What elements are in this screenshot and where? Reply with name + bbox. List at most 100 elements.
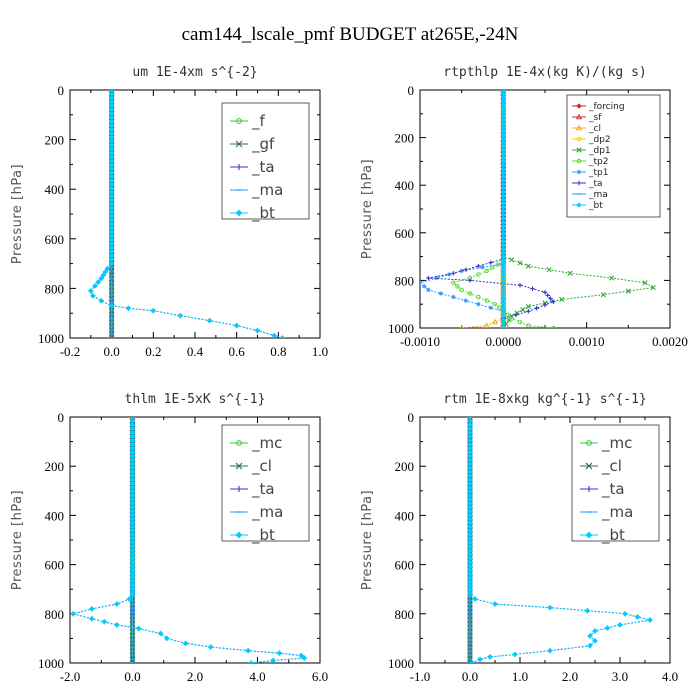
data-point [102,269,109,275]
x-tick-label: -1.0 [410,669,431,684]
data-point [101,618,108,625]
legend-label: _ta [251,480,275,499]
data-point [95,279,101,286]
x-tick-label: 2.0 [562,669,578,684]
data-point [617,622,623,628]
legend-label: _gf [251,135,275,154]
y-tick-label: 1000 [388,321,414,336]
legend-label: _bt [251,204,275,223]
legend-entry: _ma [230,503,283,522]
data-point [484,298,489,303]
data-point [451,294,456,300]
data-point [248,660,255,663]
data-point [505,312,510,318]
data-point [126,596,133,602]
data-point [426,287,431,293]
data-point [587,633,593,639]
legend-entry: _tp1 [572,168,608,178]
series-line [420,90,504,312]
data-point [600,292,606,298]
data-point [114,601,120,607]
data-point [270,657,276,663]
data-point [279,335,286,338]
legend-label: _cl [251,457,272,476]
legend-entry: _sf [572,113,602,123]
y-tick-label: 1000 [38,656,64,671]
data-point [245,647,251,654]
data-point [467,291,473,296]
data-point [438,291,444,296]
data-point [90,293,96,299]
legend-label: _bt [251,526,275,545]
data-point [476,294,481,300]
legend-label: _sf [588,113,602,123]
data-point [88,288,94,294]
legend-swatch-marker [576,180,582,186]
y-tick-label: 400 [45,508,65,523]
data-point [625,288,631,294]
data-point [130,660,135,663]
data-point [455,284,460,289]
data-point [459,324,464,328]
data-point [70,610,76,617]
data-point [584,607,591,614]
legend-swatch-marker [586,486,592,492]
y-tick-label: 400 [45,182,65,197]
data-point [233,322,240,329]
legend-entry: _ma [572,190,608,200]
data-point [476,263,481,269]
legend-swatch-marker [576,169,582,175]
y-tick-label: 800 [45,281,65,296]
y-tick-label: 800 [395,273,415,288]
legend-entry: _forcing [572,102,625,112]
data-point [559,296,565,303]
x-tick-label: 4.0 [249,669,265,684]
legend-label: _mc [601,434,632,453]
legend-entry: _dp2 [572,135,611,145]
data-point [467,591,473,597]
series-group [420,90,656,328]
legend-entry: _bt [580,526,625,545]
legend: _f _gf _ta _ma _bt [221,102,310,223]
legend-swatch-marker [585,531,593,539]
data-point [100,272,107,278]
data-point [98,275,105,282]
data-point [551,299,556,305]
x-tick-label: 6.0 [312,669,328,684]
data-point [459,268,464,274]
data-point [622,610,628,617]
legend-label: _cl [588,124,601,134]
x-tick-label: 3.0 [612,669,628,684]
y-tick-label: 200 [395,131,415,146]
legend-swatch-marker [586,440,592,446]
data-point [509,257,515,263]
panel-title: rtpthlp 1E-4x(kg K)/(kg s) [443,65,647,80]
data-point [463,267,469,272]
y-tick-label: 200 [45,133,65,148]
legend-swatch-marker [575,124,583,131]
data-point [92,283,98,289]
legend-swatch-marker [235,531,243,539]
y-axis-label: Pressure [hPa] [360,159,375,259]
legend-label: _f [251,112,266,131]
y-tick-label: 0 [408,410,415,425]
legend-entry: _ta [230,480,275,499]
legend-swatch-marker [236,440,242,446]
data-point [489,265,495,270]
legend-entry: _f [230,112,266,131]
data-point [298,652,305,659]
data-point [484,268,489,274]
legend-swatch-marker [235,209,243,217]
data-point [496,305,502,311]
legend-swatch-marker [576,103,582,109]
data-point [157,630,164,637]
data-point [520,307,526,313]
data-point [483,322,490,328]
y-tick-label: 600 [45,232,65,247]
legend-entry: _ta [572,179,603,189]
legend-swatch-marker [236,118,242,124]
y-tick-label: 800 [395,607,415,622]
legend-label: _dp2 [588,135,611,145]
data-point [487,654,493,660]
data-point [476,272,481,277]
